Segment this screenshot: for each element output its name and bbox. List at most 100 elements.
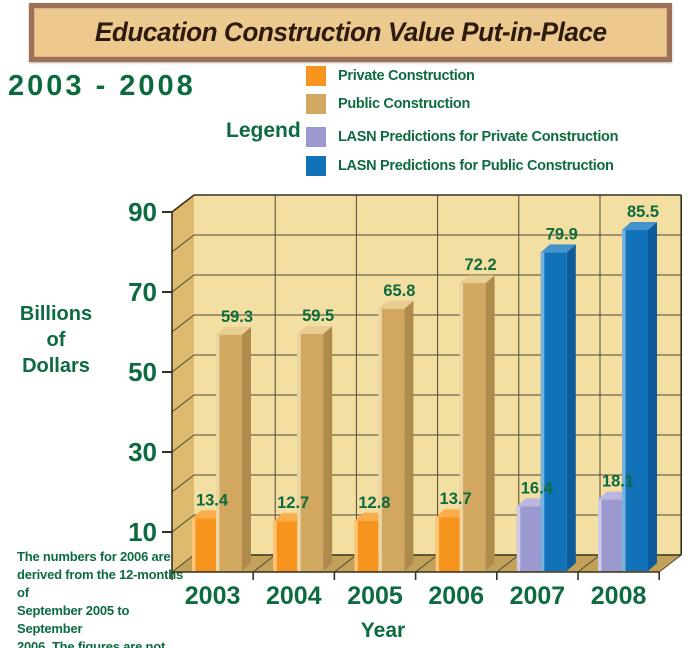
- value-label: 13.4: [196, 491, 229, 509]
- bar-2006-public-highlight: [459, 283, 464, 571]
- bar-2005-private-front: [354, 520, 379, 571]
- bar-2008-public-side: [648, 222, 657, 571]
- bar-2003-public-top: [216, 326, 251, 335]
- floor-depth-line: [496, 554, 520, 573]
- wall-depth-line: [171, 274, 195, 293]
- y-axis-title-line: Billions: [19, 303, 93, 325]
- private-construction-swatch-icon: [306, 66, 326, 86]
- bar-2004-private-front: [273, 521, 298, 571]
- legend-item-label: LASN Predictions for Public Construction: [338, 158, 614, 174]
- bar-2003-private-front: [192, 518, 216, 571]
- bar-2003-public-side: [242, 326, 251, 571]
- legend-item-public-construction: Public Construction: [306, 93, 470, 115]
- footnote-line: derived from the 12-months of: [17, 567, 183, 600]
- legend-title: Legend: [226, 119, 301, 142]
- y-tick-label: 10: [128, 517, 157, 547]
- wall-depth-line: [171, 514, 195, 533]
- bar-2006-public-front: [459, 283, 486, 571]
- wall-depth-line: [171, 394, 195, 413]
- x-tick-label: 2008: [591, 582, 647, 610]
- footnote-line: September 2005 to September: [17, 603, 130, 636]
- value-label: 13.7: [440, 490, 472, 508]
- x-tick-label: 2005: [347, 582, 403, 610]
- bar-2005-public-side: [404, 300, 414, 571]
- x-tick-label: 2004: [266, 582, 322, 610]
- value-label: 72.2: [465, 256, 497, 274]
- footnote-line: The numbers for 2006 are: [17, 549, 171, 564]
- value-label: 12.8: [358, 494, 390, 512]
- legend-item-private-construction: Private Construction: [306, 65, 475, 87]
- wall-depth-line: [171, 434, 195, 453]
- floor-depth-line: [171, 554, 195, 573]
- bar-2006-private-front: [435, 517, 460, 571]
- bar-2007-public-top: [540, 244, 576, 253]
- value-label: 79.9: [546, 225, 578, 243]
- bar-2007-public-front: [540, 252, 567, 571]
- floor-depth-line: [415, 554, 438, 573]
- y-tick-label: 90: [128, 197, 157, 227]
- floor-depth-line: [577, 554, 601, 573]
- x-tick-label: 2007: [510, 582, 566, 610]
- value-label: 16.4: [521, 479, 554, 497]
- y-tick-label: 50: [128, 357, 157, 387]
- bar-2008-public-front: [622, 230, 648, 571]
- chart-left-wall: [172, 195, 194, 572]
- bar-2004-public-side: [323, 326, 333, 571]
- footnote: The numbers for 2006 are derived from th…: [17, 548, 192, 648]
- bar-2007-public-highlight: [540, 252, 545, 571]
- footnote-line: 2006. The figures are not: [17, 639, 166, 648]
- bar-2005-public-front: [378, 308, 405, 571]
- legend-item-lasn-private: LASN Predictions for Private Constructio…: [306, 126, 618, 148]
- y-axis-title: Billions of Dollars: [12, 301, 100, 379]
- lasn-public-swatch-icon: [306, 156, 326, 176]
- bar-2005-public-top: [378, 300, 414, 309]
- y-axis-title-line: of: [46, 329, 66, 351]
- legend-item-label: Private Construction: [338, 68, 475, 84]
- bar-2006-public-top: [459, 275, 495, 284]
- x-tick-label: 2006: [428, 582, 484, 610]
- y-axis-title-line: Dollars: [22, 355, 90, 377]
- bar-2007-public-side: [566, 244, 576, 571]
- bar-2003-private-highlight: [192, 518, 196, 571]
- bar-2003-public-front: [216, 334, 242, 571]
- y-tick-label: 70: [128, 277, 157, 307]
- bar-2007-private-highlight: [516, 506, 521, 571]
- floor-depth-line: [252, 554, 276, 573]
- page-title: Education Construction Value Put-in-Plac…: [94, 17, 607, 47]
- public-construction-swatch-icon: [306, 94, 326, 114]
- value-label: 12.7: [277, 494, 309, 512]
- x-tick-label: 2003: [185, 582, 241, 610]
- bar-2003-public-highlight: [216, 334, 220, 571]
- y-tick-label: 30: [128, 437, 157, 467]
- floor-depth-line: [658, 554, 682, 573]
- floor-depth-line: [334, 554, 357, 573]
- bar-2008-public-highlight: [622, 230, 626, 571]
- wall-depth-line: [171, 354, 195, 373]
- bar-2008-private-highlight: [598, 499, 602, 571]
- lasn-private-swatch-icon: [306, 127, 326, 147]
- bar-2005-private-highlight: [354, 520, 358, 571]
- title-banner: Education Construction Value Put-in-Plac…: [29, 3, 672, 62]
- value-label: 59.5: [302, 307, 334, 325]
- bar-2004-public-highlight: [297, 334, 301, 571]
- bar-2008-private-front: [598, 499, 622, 571]
- wall-depth-line: [171, 234, 195, 253]
- wall-top-depth-edge: [171, 194, 195, 213]
- bar-2006-public-side: [485, 275, 495, 571]
- bar-2004-public-front: [297, 334, 324, 571]
- bar-2004-public-top: [297, 326, 333, 334]
- bar-2007-private-front: [516, 506, 541, 571]
- period-range: 2003 - 2008: [8, 70, 196, 102]
- bar-2004-private-highlight: [273, 521, 277, 571]
- bar-2005-public-highlight: [378, 308, 382, 571]
- wall-depth-line: [171, 474, 195, 493]
- wall-depth-line: [171, 314, 195, 333]
- value-label: 65.8: [383, 282, 415, 300]
- legend-item-lasn-public: LASN Predictions for Public Construction: [306, 155, 614, 177]
- x-axis-title: Year: [360, 619, 406, 642]
- bar-2006-private-highlight: [435, 517, 440, 571]
- value-label: 85.5: [627, 203, 659, 221]
- legend-item-label: LASN Predictions for Private Constructio…: [338, 129, 619, 145]
